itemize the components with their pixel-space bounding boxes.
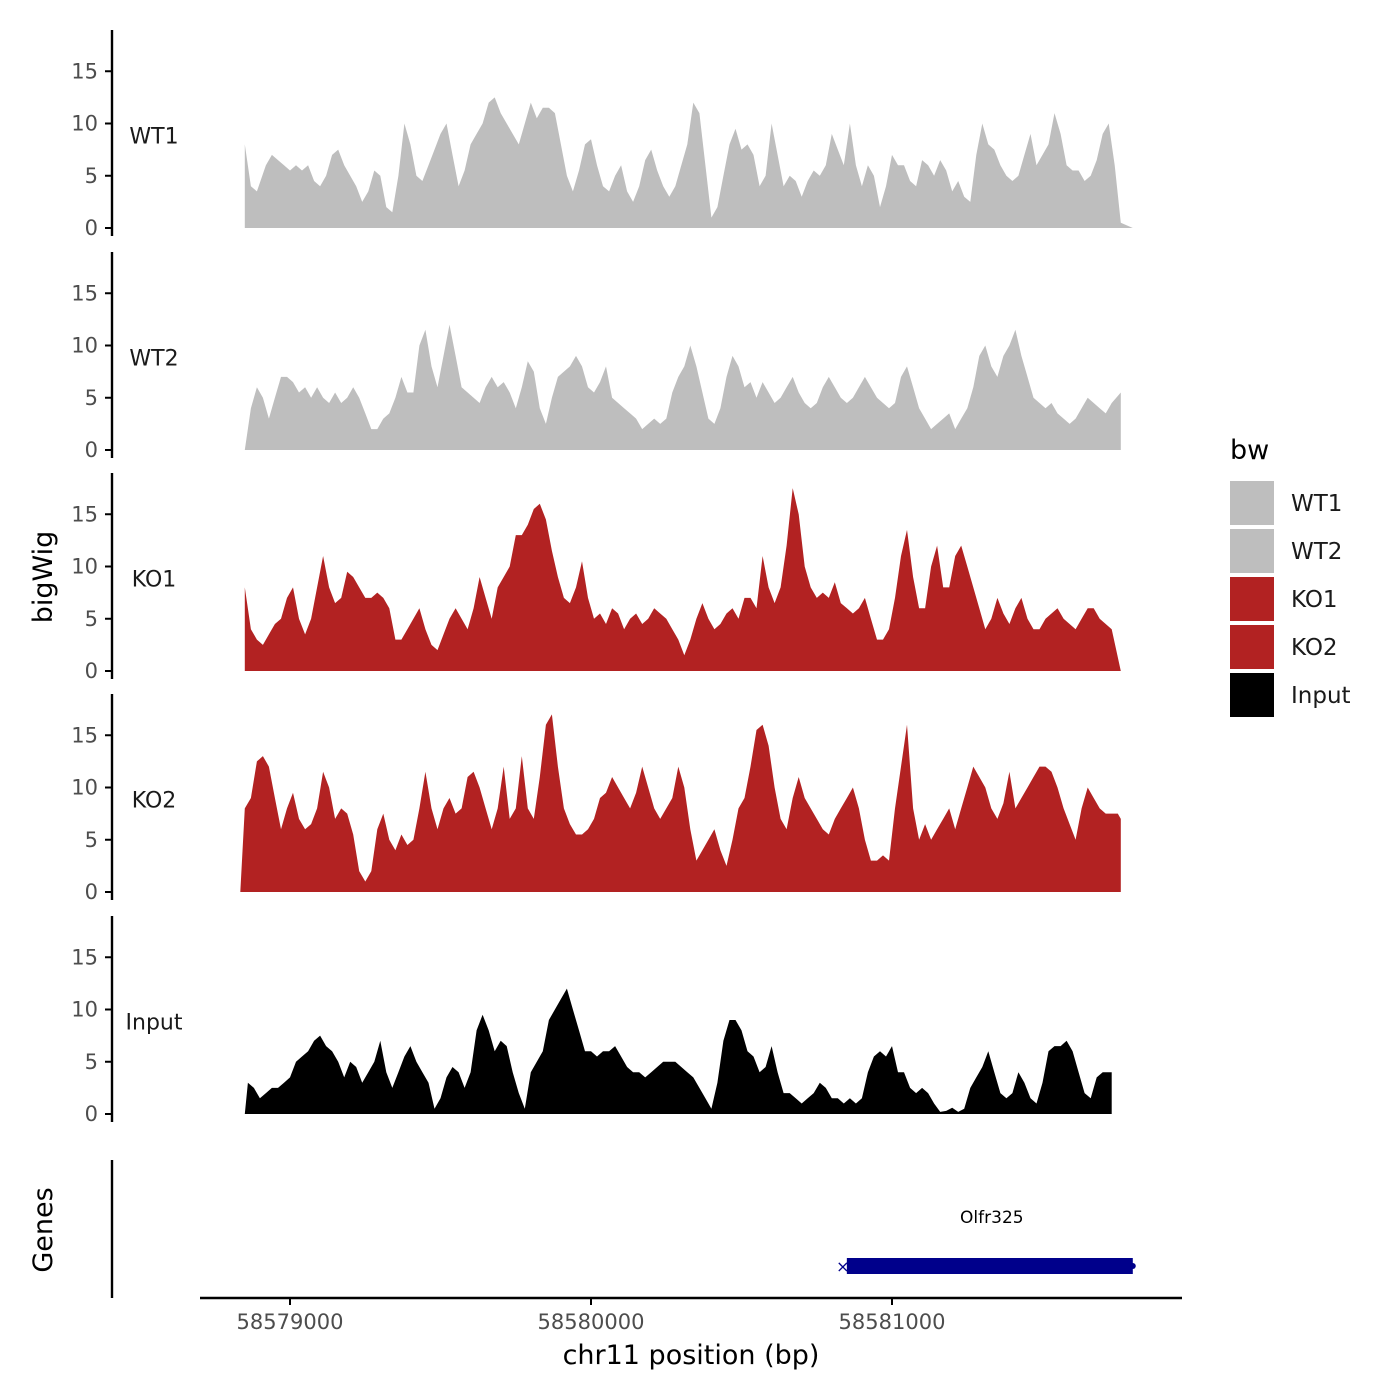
y-tick-label-0: 0 (85, 216, 98, 240)
y-tick-label-5: 5 (85, 386, 98, 410)
legend-key-ko2 (1230, 625, 1274, 669)
y-tick-label-0: 0 (85, 1102, 98, 1126)
legend-key-wt2 (1230, 529, 1274, 573)
coverage-area-wt2 (244, 324, 1121, 450)
track-panel-input: 0 5 10 15 Input (71, 916, 1112, 1126)
legend-key-ko1 (1230, 577, 1274, 621)
legend-key-input (1230, 673, 1274, 717)
track-label-wt1: WT1 (129, 125, 178, 150)
y-tick-label-0: 0 (85, 438, 98, 462)
legend-key-wt1 (1230, 481, 1274, 525)
track-panel-ko1: 0 5 10 15 KO1 (71, 473, 1121, 683)
y-tick-label-10: 10 (71, 112, 98, 136)
legend-label-wt2: WT2 (1291, 539, 1342, 565)
track-label-ko1: KO1 (132, 568, 177, 593)
y-tick-label-15: 15 (71, 502, 98, 526)
legend-title: bw (1230, 435, 1269, 466)
coverage-area-ko2 (240, 714, 1121, 892)
y-tick-label-10: 10 (71, 998, 98, 1022)
genes-axis-title: Genes (28, 1187, 59, 1272)
coverage-area-input (244, 988, 1112, 1114)
y-tick-label-10: 10 (71, 776, 98, 800)
x-tick-label-58581000: 58581000 (839, 1310, 946, 1334)
y-tick-label-15: 15 (71, 945, 98, 969)
coverage-area-ko1 (244, 488, 1121, 671)
y-tick-label-10: 10 (71, 555, 98, 579)
gene-label-olfr325: Olfr325 (960, 1208, 1024, 1228)
y-tick-label-15: 15 (71, 723, 98, 747)
gene-body-olfr325 (846, 1258, 1133, 1274)
track-panels: 0 5 10 15 WT1 0 5 10 15 WT2 0 5 10 15 KO1 0 5 10 15 KO2 0 5 10… (71, 30, 1133, 1126)
x-axis: 58579000 58580000 58581000 (200, 1296, 1182, 1334)
x-tick-label-58579000: 58579000 (237, 1310, 344, 1334)
legend-label-wt1: WT1 (1291, 491, 1342, 517)
coverage-area-wt1 (244, 97, 1133, 229)
gene-end-dot (1129, 1263, 1136, 1269)
y-tick-label-10: 10 (71, 334, 98, 358)
y-tick-label-15: 15 (71, 281, 98, 305)
track-label-wt2: WT2 (129, 347, 178, 372)
gene-strand-mark: × (836, 1257, 849, 1276)
x-tick-label-58580000: 58580000 (538, 1310, 645, 1334)
track-label-ko2: KO2 (132, 789, 177, 814)
legend-label-input: Input (1291, 683, 1351, 709)
y-tick-label-5: 5 (85, 607, 98, 631)
genes-panel: Genes × Olfr325 (28, 1160, 1136, 1298)
y-tick-label-15: 15 (71, 59, 98, 83)
legend-label-ko1: KO1 (1291, 587, 1338, 613)
y-axis-title: bigWig (28, 531, 59, 624)
y-tick-label-0: 0 (85, 880, 98, 904)
track-label-input: Input (126, 1011, 183, 1036)
track-panel-wt1: 0 5 10 15 WT1 (71, 30, 1133, 240)
y-tick-label-5: 5 (85, 1050, 98, 1074)
track-panel-wt2: 0 5 10 15 WT2 (71, 252, 1121, 462)
y-tick-label-5: 5 (85, 164, 98, 188)
y-tick-label-5: 5 (85, 828, 98, 852)
legend-label-ko2: KO2 (1291, 635, 1338, 661)
legend: bw WT1 WT2 KO1 KO2 Input (1230, 435, 1351, 717)
y-tick-label-0: 0 (85, 659, 98, 683)
x-axis-title: chr11 position (bp) (563, 1340, 820, 1371)
track-panel-ko2: 0 5 10 15 KO2 (71, 694, 1121, 904)
